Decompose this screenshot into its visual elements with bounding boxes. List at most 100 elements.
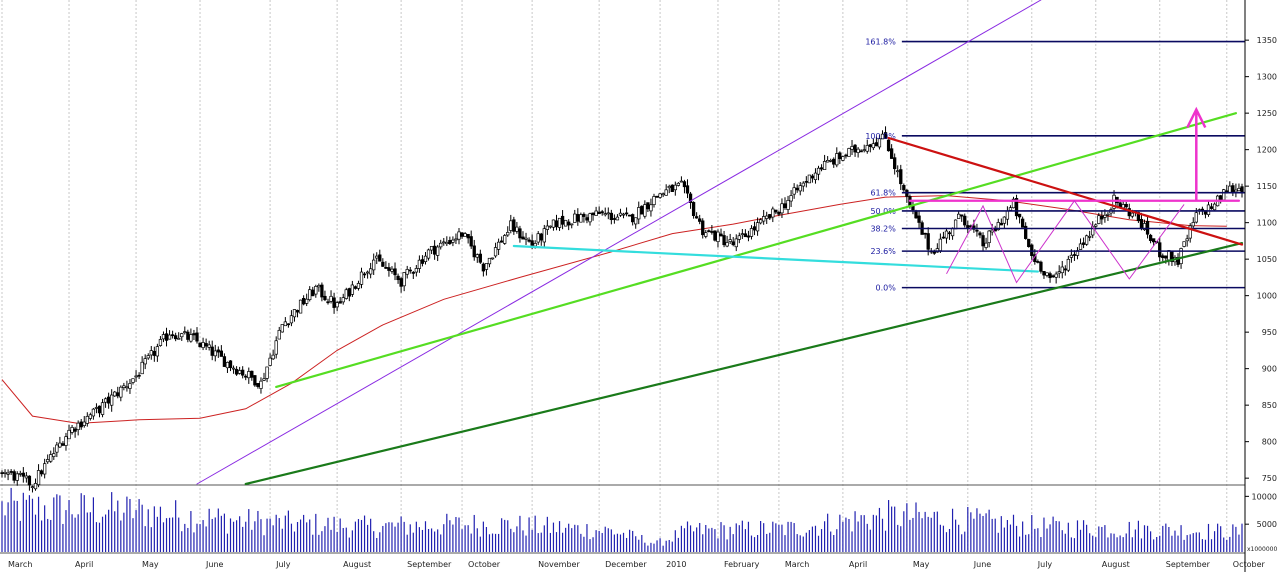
candle-body: [810, 175, 815, 179]
candle-body: [737, 235, 741, 240]
candle-body: [789, 195, 793, 202]
candle-body: [170, 334, 175, 337]
candle-body: [262, 378, 266, 381]
candle-body: [944, 230, 949, 239]
candle-body: [947, 232, 952, 235]
candle-body: [533, 242, 537, 247]
candle-body: [1121, 204, 1125, 209]
candle-body: [896, 170, 900, 173]
candle-body: [49, 454, 53, 462]
candle-body: [79, 421, 83, 428]
candle-body: [384, 267, 388, 269]
candle-body: [999, 222, 1003, 226]
candle-body: [883, 132, 888, 139]
candle-body: [1078, 243, 1083, 250]
candle-body: [207, 344, 211, 348]
candle-body: [320, 284, 324, 298]
candle-body: [52, 453, 56, 457]
candle-body: [149, 350, 153, 356]
candle-body: [539, 233, 543, 241]
candle-body: [783, 203, 787, 209]
candle-body: [33, 483, 38, 490]
candle-body: [844, 154, 848, 157]
candle-body: [652, 196, 656, 206]
candle-body: [597, 211, 601, 215]
candle-body: [1206, 204, 1211, 215]
candle-body: [106, 396, 111, 404]
candle-body: [295, 309, 300, 313]
candle-body: [1240, 186, 1244, 193]
candle-body: [454, 238, 458, 241]
price-tick-label: 750: [1262, 474, 1277, 483]
candle-body: [1209, 206, 1214, 209]
trendlines: [196, 0, 1244, 486]
candle-body: [390, 268, 394, 272]
candle-body: [189, 334, 193, 342]
candle-body: [457, 231, 461, 240]
candle-body: [786, 200, 790, 210]
candle-body: [762, 216, 766, 222]
candle-body: [893, 157, 897, 170]
candle-body: [442, 241, 446, 244]
candle-body: [228, 360, 233, 368]
candle-body: [402, 272, 406, 287]
candle-body: [393, 268, 397, 276]
axes: 750 800 850 900 950 1000 1050 1100 1150 1200 1250 1…: [8, 0, 1277, 572]
candle-body: [128, 383, 132, 389]
candle-body: [341, 297, 345, 303]
candle-body: [1094, 224, 1098, 227]
candle-body: [158, 339, 163, 346]
candle-body: [30, 486, 35, 488]
candle-body: [704, 232, 708, 237]
candle-body: [795, 187, 799, 191]
candle-body: [600, 211, 604, 214]
candle-body: [445, 241, 449, 245]
candle-body: [591, 212, 595, 216]
candle-body: [408, 269, 412, 272]
candle-body: [247, 371, 251, 379]
candle-body: [627, 214, 632, 217]
candle-body: [1103, 214, 1107, 218]
candle-body: [576, 214, 580, 222]
candle-body: [64, 436, 68, 446]
candle-body: [259, 380, 263, 389]
candle-body: [953, 219, 958, 230]
candle-body: [381, 261, 385, 267]
candle-body: [1185, 238, 1189, 242]
candle-body: [688, 193, 693, 203]
pattern-zigzag: [946, 199, 1185, 284]
fib-level-label: 23.6%: [870, 247, 896, 256]
candle-body: [91, 408, 96, 417]
candle-body: [524, 237, 528, 240]
candle-body: [722, 235, 726, 246]
candle-body: [707, 230, 711, 232]
month-label: March: [785, 560, 809, 569]
candle-body: [210, 346, 214, 356]
candle-body: [771, 208, 775, 218]
candle-body: [972, 225, 976, 230]
candle-body: [460, 232, 464, 237]
candle-body: [966, 225, 970, 229]
candle-body: [1158, 242, 1162, 258]
candle-body: [338, 301, 342, 304]
candle-body: [177, 337, 181, 340]
month-label: February: [724, 560, 760, 569]
candle-body: [801, 182, 805, 187]
candle-body: [859, 150, 863, 153]
candle-body: [195, 332, 199, 342]
volume-tick-label: 10000: [1252, 492, 1277, 501]
candle-body: [85, 416, 89, 424]
candle-body: [329, 295, 333, 302]
candle-body: [143, 358, 147, 365]
candle-body: [667, 186, 671, 189]
candle-body: [493, 247, 498, 257]
price-tick-label: 1000: [1257, 292, 1277, 301]
fib-level-label: 100.0%: [865, 132, 896, 141]
candle-body: [646, 202, 650, 210]
volume-tick-label: 5000: [1257, 520, 1277, 529]
candle-body: [487, 257, 492, 265]
moving-average: [1, 195, 1227, 424]
candle-body: [816, 167, 821, 175]
candle-body: [743, 233, 748, 238]
